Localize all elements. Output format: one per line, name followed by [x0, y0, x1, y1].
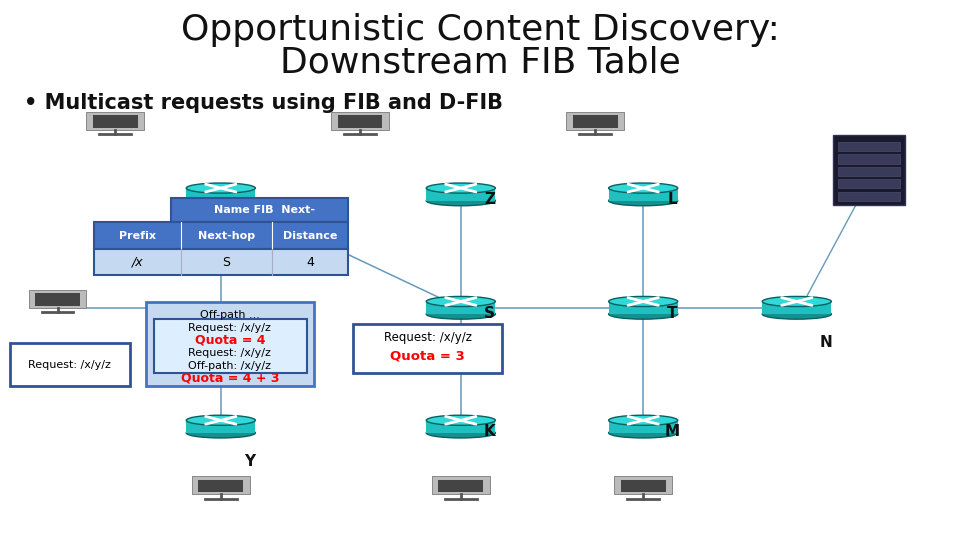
Bar: [573, 115, 617, 127]
Text: Opportunistic Content Discovery:: Opportunistic Content Discovery:: [180, 13, 780, 46]
Text: Off-path ...: Off-path ...: [200, 310, 260, 320]
Text: • Multicast requests using FIB and D-FIB: • Multicast requests using FIB and D-FIB: [24, 92, 503, 113]
Text: S: S: [484, 306, 495, 321]
Ellipse shape: [426, 415, 495, 426]
Bar: [837, 154, 900, 164]
Text: Name FIB  Next-: Name FIB Next-: [214, 205, 315, 215]
Bar: [609, 301, 678, 314]
Bar: [837, 142, 900, 151]
Ellipse shape: [609, 195, 678, 206]
Ellipse shape: [609, 183, 678, 193]
Ellipse shape: [762, 309, 831, 319]
Ellipse shape: [609, 309, 678, 319]
Text: Request: /x/y/z: Request: /x/y/z: [28, 360, 111, 369]
Text: Request: /x/y/z: Request: /x/y/z: [188, 323, 272, 333]
Ellipse shape: [186, 183, 255, 193]
Text: Request: /x/y/z: Request: /x/y/z: [384, 331, 471, 344]
Ellipse shape: [426, 428, 495, 438]
Ellipse shape: [186, 428, 255, 438]
Bar: [154, 319, 307, 373]
Bar: [171, 198, 348, 222]
Bar: [86, 112, 144, 130]
Text: Request: /x/y/z: Request: /x/y/z: [188, 348, 272, 358]
Bar: [609, 420, 678, 433]
Bar: [432, 476, 490, 494]
Bar: [186, 420, 255, 433]
Bar: [10, 343, 130, 386]
Text: 4: 4: [306, 256, 314, 269]
Bar: [146, 302, 314, 386]
Ellipse shape: [762, 296, 831, 307]
Bar: [762, 301, 831, 314]
Bar: [426, 301, 495, 314]
Bar: [331, 112, 389, 130]
Ellipse shape: [426, 296, 495, 307]
Text: /x: /x: [132, 256, 143, 269]
Text: Z: Z: [484, 192, 495, 207]
Text: Next-hop: Next-hop: [198, 231, 255, 241]
Bar: [426, 420, 495, 433]
Bar: [837, 179, 900, 188]
Bar: [93, 115, 137, 127]
Bar: [186, 188, 255, 201]
Ellipse shape: [609, 428, 678, 438]
Bar: [614, 476, 672, 494]
Text: Quota = 3: Quota = 3: [391, 350, 465, 363]
Text: Distance: Distance: [283, 231, 338, 241]
Text: Off-path: /x/y/z: Off-path: /x/y/z: [188, 361, 272, 370]
Text: Quota = 4: Quota = 4: [195, 334, 265, 347]
Ellipse shape: [426, 309, 495, 319]
Bar: [36, 293, 80, 306]
Bar: [426, 188, 495, 201]
Bar: [621, 480, 665, 492]
Text: Downstream FIB Table: Downstream FIB Table: [279, 45, 681, 79]
Bar: [833, 135, 904, 205]
Ellipse shape: [186, 195, 255, 206]
Text: Prefix: Prefix: [119, 231, 156, 241]
Ellipse shape: [426, 195, 495, 206]
Bar: [837, 192, 900, 201]
Bar: [566, 112, 624, 130]
Text: S: S: [223, 256, 230, 269]
Text: N: N: [819, 335, 832, 350]
Text: Y: Y: [244, 454, 255, 469]
Bar: [94, 249, 348, 275]
Text: M: M: [664, 424, 680, 440]
Bar: [439, 480, 483, 492]
Bar: [29, 290, 86, 308]
Text: K: K: [484, 424, 495, 440]
Bar: [338, 115, 382, 127]
Bar: [94, 222, 348, 249]
Ellipse shape: [609, 415, 678, 426]
Ellipse shape: [426, 183, 495, 193]
Text: Quota = 4 + 3: Quota = 4 + 3: [180, 372, 279, 384]
Bar: [192, 476, 250, 494]
Text: L: L: [667, 192, 677, 207]
Ellipse shape: [186, 415, 255, 426]
Bar: [609, 188, 678, 201]
Text: Q: Q: [231, 222, 245, 237]
Bar: [353, 324, 502, 373]
Ellipse shape: [609, 296, 678, 307]
Bar: [199, 480, 243, 492]
Text: T: T: [667, 306, 677, 321]
Bar: [837, 167, 900, 176]
